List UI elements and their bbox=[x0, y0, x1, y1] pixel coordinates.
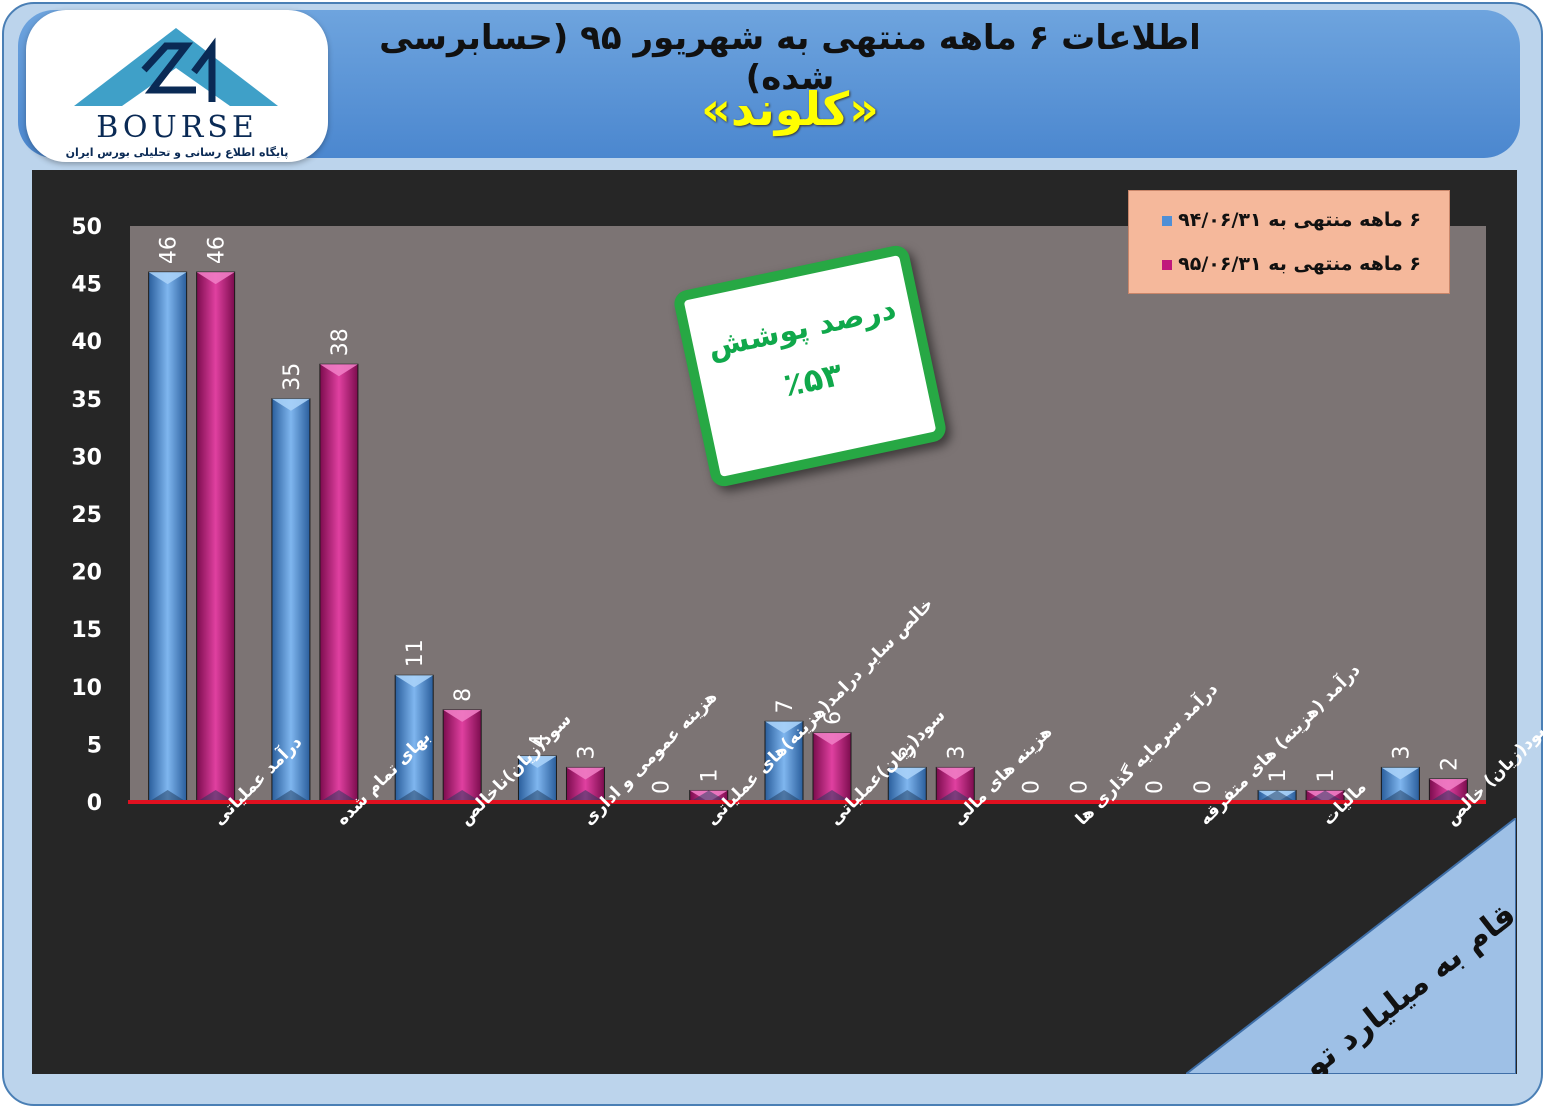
bar-series1 bbox=[764, 720, 804, 803]
data-label: 3 bbox=[896, 745, 921, 759]
bar-series1 bbox=[148, 271, 188, 803]
data-label: 3 bbox=[574, 745, 599, 759]
data-label: 3 bbox=[1389, 745, 1414, 759]
company-name: «کلوند» bbox=[701, 82, 879, 136]
bar-series2 bbox=[812, 732, 852, 803]
bar-series2 bbox=[196, 271, 236, 803]
logo: BOURSE پایگاه اطلاع رسانی و تحلیلی بورس … bbox=[26, 10, 328, 162]
data-label: 35 bbox=[280, 363, 305, 391]
bar-series2 bbox=[689, 789, 729, 803]
y-tick-label: 50 bbox=[71, 215, 102, 240]
legend: ۶ ماهه منتهی به ۹۴/۰۶/۳۱ ۶ ماهه منتهی به… bbox=[1128, 190, 1450, 294]
logo-text: BOURSE bbox=[96, 110, 258, 145]
data-label: 1 bbox=[698, 768, 723, 782]
y-tick-label: 35 bbox=[71, 388, 102, 413]
legend-item-2: ۶ ماهه منتهی به ۹۵/۰۶/۳۱ bbox=[1158, 253, 1421, 275]
bar-series1 bbox=[887, 766, 927, 803]
y-tick-label: 5 bbox=[87, 733, 102, 758]
data-label: 11 bbox=[403, 639, 428, 667]
data-label: 0 bbox=[1191, 780, 1216, 794]
y-tick-label: 40 bbox=[71, 330, 102, 355]
bar-series2 bbox=[1428, 778, 1468, 803]
units-corner: ارقام به میلیارد تومان bbox=[1186, 818, 1516, 1074]
bar-series2 bbox=[935, 766, 975, 803]
bar-series1 bbox=[1380, 766, 1420, 803]
bar-series2 bbox=[442, 709, 482, 803]
y-tick-label: 45 bbox=[71, 273, 102, 298]
data-label: 1 bbox=[1314, 768, 1339, 782]
data-label: 46 bbox=[157, 236, 182, 264]
data-label: 4 bbox=[526, 734, 551, 748]
y-tick-label: 30 bbox=[71, 445, 102, 470]
legend-swatch-pink-icon bbox=[1161, 259, 1172, 270]
y-tick-label: 15 bbox=[71, 618, 102, 643]
data-label: 2 bbox=[1437, 757, 1462, 771]
page-title: اطلاعات ۶ ماهه منتهی به شهریور ۹۵ (حسابر… bbox=[379, 18, 1201, 98]
bar-series1 bbox=[517, 755, 557, 803]
data-label: 8 bbox=[451, 688, 476, 702]
legend-label-2: ۶ ماهه منتهی به ۹۵/۰۶/۳۱ bbox=[1178, 253, 1421, 275]
data-label: 3 bbox=[944, 745, 969, 759]
bar-series2 bbox=[319, 363, 359, 803]
y-tick-label: 25 bbox=[71, 503, 102, 528]
legend-swatch-blue-icon bbox=[1161, 215, 1172, 226]
data-label: 38 bbox=[328, 328, 353, 356]
y-tick-label: 0 bbox=[87, 791, 102, 816]
legend-item-1: ۶ ماهه منتهی به ۹۴/۰۶/۳۱ bbox=[1158, 209, 1421, 231]
data-label: 1 bbox=[1266, 768, 1291, 782]
y-tick-label: 20 bbox=[71, 561, 102, 586]
data-label: 46 bbox=[205, 236, 230, 264]
data-label: 0 bbox=[1068, 780, 1093, 794]
y-tick-label: 10 bbox=[71, 676, 102, 701]
logo-tagline: پایگاه اطلاع رسانی و تحلیلی بورس ایران bbox=[65, 146, 289, 159]
data-label: 7 bbox=[773, 699, 798, 713]
data-label: 6 bbox=[821, 711, 846, 725]
data-label: 0 bbox=[1143, 780, 1168, 794]
logo-mark-icon bbox=[74, 28, 278, 106]
data-label: 0 bbox=[650, 780, 675, 794]
data-label: 0 bbox=[1020, 780, 1045, 794]
legend-label-1: ۶ ماهه منتهی به ۹۴/۰۶/۳۱ bbox=[1178, 209, 1421, 231]
